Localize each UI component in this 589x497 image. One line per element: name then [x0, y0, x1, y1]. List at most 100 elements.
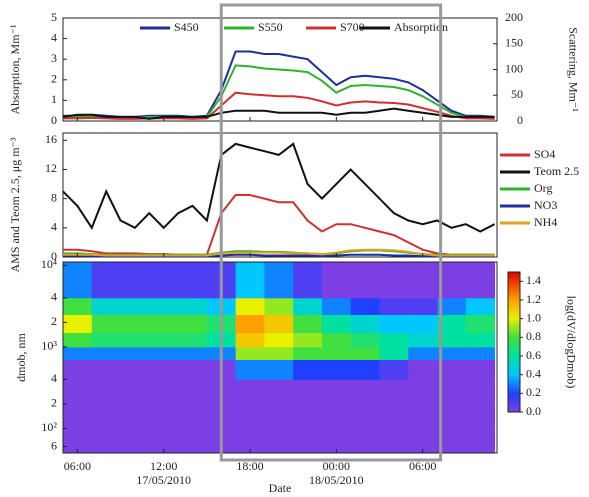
y-tick-label: 4: [51, 30, 57, 44]
heatmap-cell: [235, 332, 265, 348]
heatmap-cell: [178, 379, 208, 405]
heatmap-cell: [264, 403, 294, 429]
heatmap-cell: [91, 297, 122, 315]
colorbar-tick-label: 1.4: [526, 273, 541, 287]
series-line: [63, 50, 495, 118]
y2-axis-label: Scattering, Mm⁻¹: [566, 27, 580, 112]
y-tick-label: 2: [51, 314, 57, 328]
heatmap-cell: [321, 297, 352, 315]
heatmap-cell: [408, 403, 438, 429]
heatmap-cell: [465, 403, 496, 429]
heatmap-cell: [408, 297, 438, 315]
date-label: 17/05/2010: [136, 473, 191, 487]
y-tick-label: 12: [45, 161, 57, 175]
heatmap-cell: [293, 359, 323, 380]
heatmap-cell: [91, 379, 122, 405]
heatmap-cell: [178, 332, 208, 348]
heatmap-cell: [120, 359, 150, 380]
heatmap-cell: [264, 262, 294, 299]
heatmap-cell: [91, 359, 122, 380]
heatmap-cell: [235, 379, 265, 405]
heatmap-cell: [379, 379, 409, 405]
heatmap-cell: [120, 428, 150, 454]
heatmap-cell: [293, 403, 323, 429]
heatmap-cell: [408, 262, 438, 299]
y-tick-label: 10²: [41, 420, 57, 434]
legend-label: NO3: [534, 198, 557, 212]
heatmap-cell: [149, 314, 179, 334]
colorbar-tick-label: 0.6: [526, 348, 541, 362]
x-axis-label: Date: [269, 481, 292, 495]
heatmap-cell: [120, 314, 150, 334]
heatmap-cell: [379, 359, 409, 380]
heatmap-cell: [235, 297, 265, 315]
heatmap-cell: [235, 314, 265, 334]
y-tick-label: 8: [51, 190, 57, 204]
heatmap-cell: [350, 403, 381, 429]
y-tick-label: 10³: [41, 339, 57, 353]
heatmap-cell: [91, 314, 122, 334]
x-tick-label: 00:00: [323, 459, 350, 473]
y-tick-label: 4: [51, 371, 57, 385]
heatmap-cell: [350, 262, 381, 299]
heatmap-cell: [264, 428, 294, 454]
heatmap-cell: [465, 379, 496, 405]
y-tick-label: 3: [51, 51, 57, 65]
heatmap-cell: [321, 403, 352, 429]
heatmap-cell: [350, 346, 381, 361]
y-tick-label: 2: [51, 396, 57, 410]
y-tick-label: 10⁴: [41, 257, 57, 271]
heatmap-cell: [120, 332, 150, 348]
heatmap-cell: [293, 297, 323, 315]
heatmap-cell: [321, 332, 352, 348]
heatmap-cell: [264, 346, 294, 361]
heatmap-cell: [264, 359, 294, 380]
heatmap-cell: [379, 403, 409, 429]
heatmap-cell: [149, 346, 179, 361]
y-tick-label: 2: [51, 72, 57, 86]
colorbar-tick-label: 0.2: [526, 385, 541, 399]
heatmap-cell: [379, 297, 409, 315]
highlight-box: [219, 3, 443, 462]
y2-tick-label: 50: [511, 87, 523, 101]
heatmap-cell: [63, 314, 93, 334]
y2-tick-label: 200: [505, 10, 523, 24]
heatmap-cell: [120, 379, 150, 405]
heatmap-cell: [437, 314, 467, 334]
y-tick-label: 4: [51, 220, 57, 234]
heatmap-cell: [321, 314, 352, 334]
legend-label: Teom 2.5: [534, 164, 579, 178]
heatmap-cell: [149, 359, 179, 380]
heatmap-cell: [63, 262, 93, 299]
y-tick-label: 1: [51, 92, 57, 106]
heatmap-cell: [321, 346, 352, 361]
y-axis-label: AMS and Teom 2.5, μg m⁻³: [8, 137, 22, 272]
heatmap-cell: [379, 262, 409, 299]
date-label: 18/05/2010: [309, 473, 364, 487]
heatmap-cell: [264, 314, 294, 334]
x-tick-label: 06:00: [409, 459, 436, 473]
heatmap-cell: [91, 346, 122, 361]
legend-label: Absorption: [394, 20, 448, 34]
heatmap-cell: [91, 262, 122, 299]
heatmap-cell: [379, 428, 409, 454]
legend-label: NH4: [534, 215, 557, 229]
heatmap-cell: [465, 297, 496, 315]
heatmap-cell: [437, 332, 467, 348]
heatmap-cell: [149, 403, 179, 429]
heatmap-cell: [178, 403, 208, 429]
series-line: [63, 194, 495, 256]
heatmap-cell: [178, 314, 208, 334]
heatmap-cell: [149, 379, 179, 405]
heatmap-cell: [264, 379, 294, 405]
heatmap-cell: [149, 262, 179, 299]
heatmap-cell: [63, 332, 93, 348]
heatmap-cell: [379, 346, 409, 361]
heatmap-cell: [264, 332, 294, 348]
heatmap-cell: [293, 428, 323, 454]
heatmap-cell: [63, 403, 93, 429]
heatmap-cell: [437, 346, 467, 361]
heatmap-cell: [293, 262, 323, 299]
heatmap-cell: [149, 332, 179, 348]
y-tick-label: 16: [45, 132, 57, 146]
